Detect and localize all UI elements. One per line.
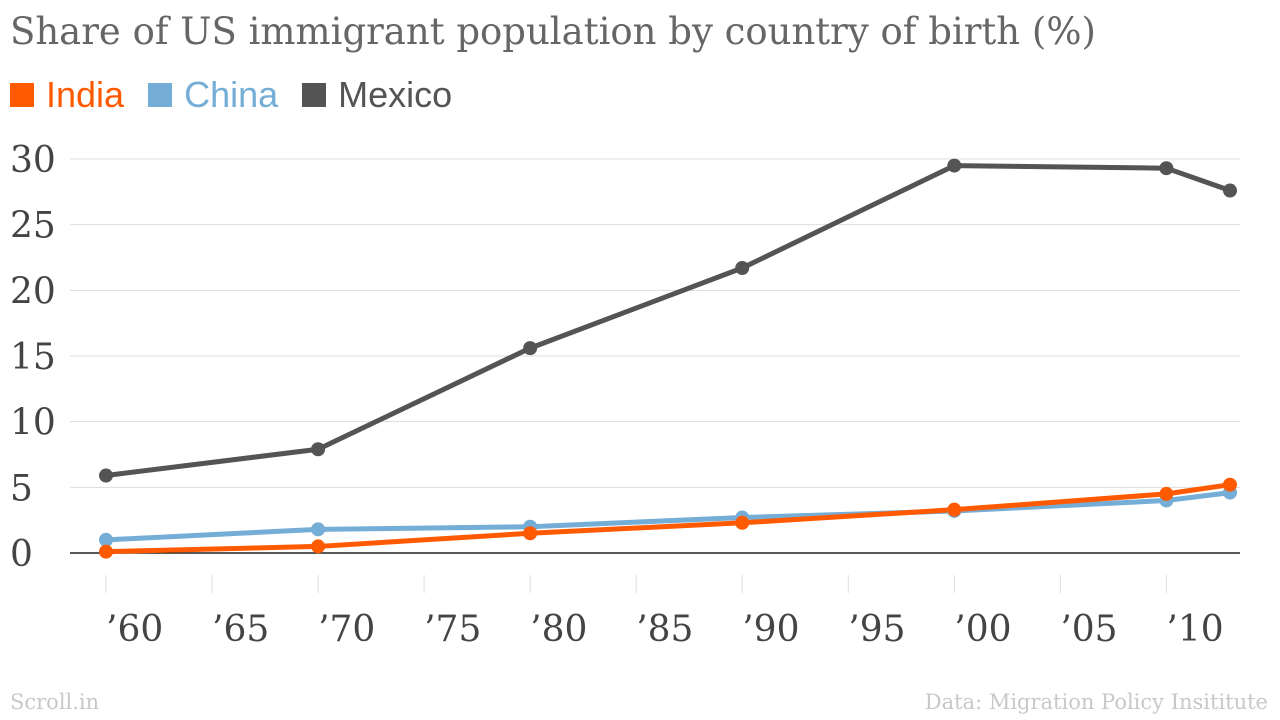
x-tick-label: ’95 [848,609,905,650]
y-tick-label: 20 [10,271,56,312]
data-point-mexico [947,158,962,173]
legend-label-india: India [46,74,125,115]
chart-title: Share of US immigrant population by coun… [10,10,1096,53]
x-tick-label: ’80 [530,609,587,650]
source-credit: Scroll.in [10,690,100,714]
x-tick-label: ’90 [742,609,799,650]
y-tick-label: 5 [10,468,33,509]
y-tick-label: 30 [10,140,56,181]
legend-swatch-mexico [302,83,327,107]
data-point-china [99,532,113,547]
data-point-india [311,539,326,554]
data-point-india [947,502,962,517]
legend-swatch-india [10,83,34,107]
x-tick-label: ’60 [106,609,163,650]
legend: India China Mexico [10,74,476,116]
x-tick-label: ’05 [1060,609,1117,650]
data-point-mexico [311,442,326,457]
legend-swatch-china [148,83,173,107]
x-tick-label: ’10 [1166,609,1223,650]
x-tick-label: ’00 [954,609,1011,650]
data-source: Data: Migration Policy Insititute [924,690,1268,714]
x-tick-label: ’75 [424,609,481,650]
data-point-china [311,522,326,537]
data-point-india [1159,486,1174,501]
legend-item-china: China [148,74,278,116]
legend-label-china: China [184,74,279,115]
data-point-mexico [735,261,750,276]
legend-item-india: India [10,74,124,116]
data-point-mexico [1223,183,1237,198]
series-line-india [103,482,1233,555]
data-point-mexico [523,341,538,356]
y-tick-label: 10 [10,403,56,444]
data-point-india [1223,477,1237,492]
data-point-mexico [1159,161,1174,176]
x-tick-label: ’70 [318,609,375,650]
x-tick-label: ’65 [212,609,269,650]
x-tick-label: ’85 [636,609,693,650]
data-point-mexico [99,468,113,483]
series-line-mexico [103,163,1233,479]
y-tick-label: 15 [10,337,56,378]
data-point-india [523,526,538,541]
y-tick-label: 0 [10,534,33,575]
legend-item-mexico: Mexico [302,74,452,116]
data-point-india [99,544,113,559]
y-tick-label: 25 [10,206,56,247]
legend-label-mexico: Mexico [338,74,453,115]
data-point-india [735,515,750,530]
